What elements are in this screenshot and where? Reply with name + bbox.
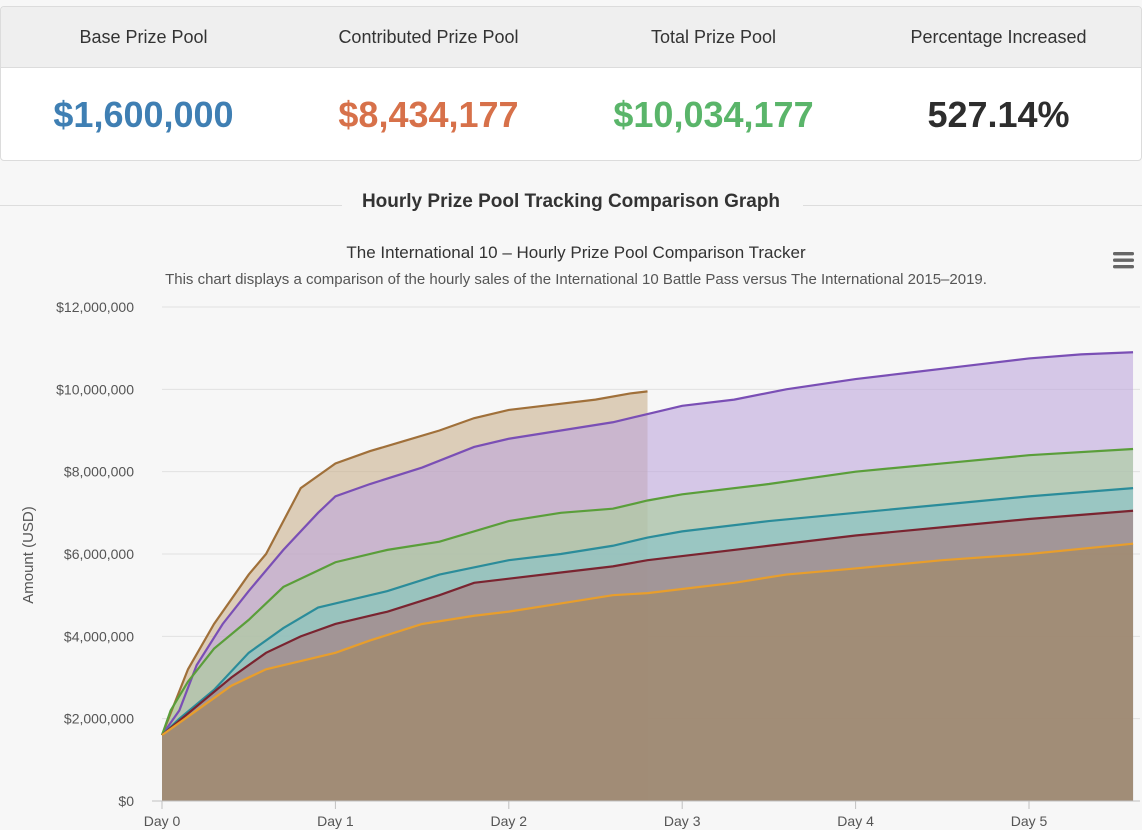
y-tick-label: $2,000,000 bbox=[64, 711, 134, 727]
series-line-5[interactable] bbox=[161, 509, 1134, 736]
prize-pool-stats: Base Prize Pool Contributed Prize Pool T… bbox=[0, 6, 1142, 161]
x-tick-label: Day 0 bbox=[144, 813, 181, 829]
contributed-prize-pool-value: $8,434,177 bbox=[338, 94, 519, 135]
y-tick-label: $12,000,000 bbox=[56, 299, 134, 315]
series-lines bbox=[160, 351, 1134, 737]
series-line-4[interactable] bbox=[161, 487, 1134, 736]
chart-subtitle: This chart displays a comparison of the … bbox=[165, 271, 987, 288]
heading-divider-left bbox=[0, 205, 345, 206]
y-tick-label: $6,000,000 bbox=[64, 546, 134, 562]
contributed-prize-pool-header: Contributed Prize Pool bbox=[338, 26, 519, 47]
y-axis-label: Amount (USD) bbox=[20, 506, 37, 604]
x-tick-label: Day 4 bbox=[837, 813, 874, 829]
y-tick-label: $8,000,000 bbox=[64, 464, 134, 480]
base-prize-pool-value: $1,600,000 bbox=[53, 94, 234, 135]
series-line-2[interactable] bbox=[161, 351, 1134, 736]
stats-header-row: Base Prize Pool Contributed Prize Pool T… bbox=[1, 7, 1141, 68]
x-tick-label: Day 1 bbox=[317, 813, 354, 829]
base-prize-pool-header: Base Prize Pool bbox=[79, 26, 208, 47]
prize-pool-chart: The International 10 – Hourly Prize Pool… bbox=[20, 243, 1140, 829]
graph-heading-row: Hourly Prize Pool Tracking Comparison Gr… bbox=[0, 185, 1142, 225]
graph-heading-wrap: Hourly Prize Pool Tracking Comparison Gr… bbox=[0, 191, 1142, 213]
x-tick-label: Day 5 bbox=[1011, 813, 1048, 829]
chart-menu-button[interactable] bbox=[1113, 250, 1135, 270]
x-tick-label: Day 3 bbox=[664, 813, 701, 829]
menu-bar-2 bbox=[1113, 258, 1134, 262]
heading-divider-right bbox=[803, 205, 1142, 206]
y-tick-label: $0 bbox=[118, 793, 134, 809]
series-area-6 bbox=[162, 543, 1134, 801]
x-tick-label: Day 2 bbox=[491, 813, 528, 829]
total-prize-pool-header: Total Prize Pool bbox=[650, 26, 777, 47]
percentage-increased-header: Percentage Increased bbox=[910, 26, 1087, 47]
total-prize-pool-value: $10,034,177 bbox=[613, 94, 814, 135]
series-areas bbox=[162, 352, 1134, 801]
y-tick-label: $10,000,000 bbox=[56, 381, 134, 397]
series-line-6[interactable] bbox=[161, 542, 1134, 737]
chart-axes: $0 $2,000,000 $4,000,000 $6,000,000 $8,000,0… bbox=[56, 299, 1140, 829]
graph-heading: Hourly Prize Pool Tracking Comparison Gr… bbox=[341, 191, 801, 212]
percentage-increased-value: 527.14% bbox=[927, 94, 1070, 135]
stats-values-row: $1,600,000 $8,434,177 $10,034,177 527.14… bbox=[1, 68, 1141, 160]
series-line-1[interactable] bbox=[160, 390, 648, 736]
series-line-3[interactable] bbox=[160, 447, 1134, 736]
chart-title: The International 10 – Hourly Prize Pool… bbox=[346, 243, 806, 262]
y-tick-label: $4,000,000 bbox=[64, 628, 134, 644]
menu-bar-3 bbox=[1113, 265, 1134, 269]
menu-bar-1 bbox=[1113, 252, 1134, 256]
